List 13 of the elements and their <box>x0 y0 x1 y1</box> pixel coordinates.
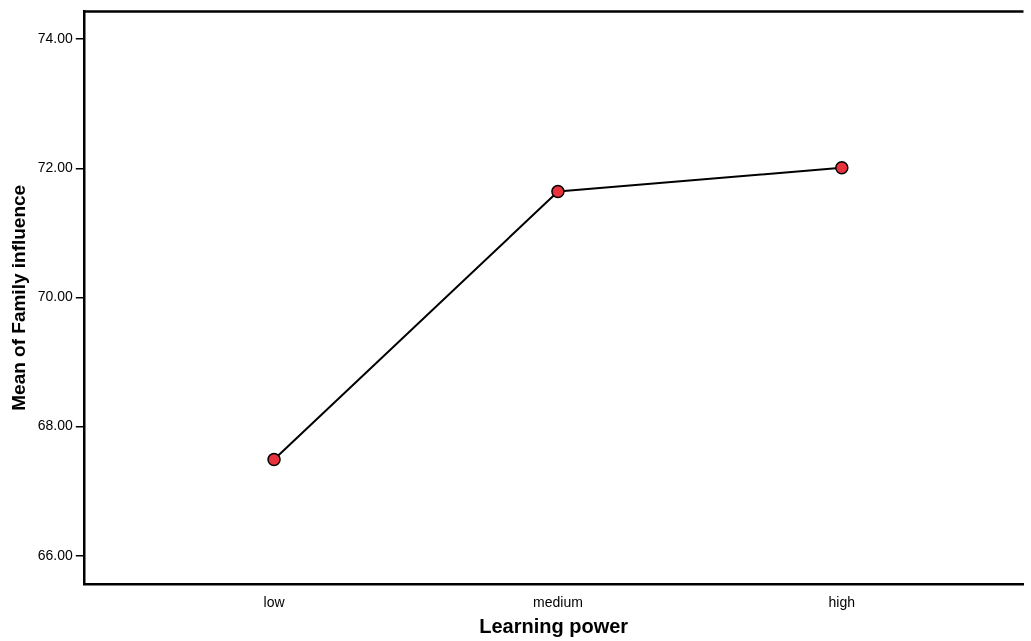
y-tick-label: 68.00 <box>37 417 74 434</box>
y-tick-label: 72.00 <box>37 159 74 176</box>
y-tick-label: 66.00 <box>37 546 74 563</box>
x-tick-label: high <box>828 594 856 611</box>
x-axis-title: Learning power <box>479 614 629 637</box>
y-tick-label: 74.00 <box>37 30 74 47</box>
y-axis-title: Mean of Family influence <box>7 184 29 411</box>
point <box>267 452 281 467</box>
x-tick-label: medium <box>533 594 583 611</box>
point <box>835 160 849 175</box>
y-tick-label: 70.00 <box>37 288 74 305</box>
x-tick-label: low <box>263 594 286 611</box>
point <box>551 184 565 199</box>
